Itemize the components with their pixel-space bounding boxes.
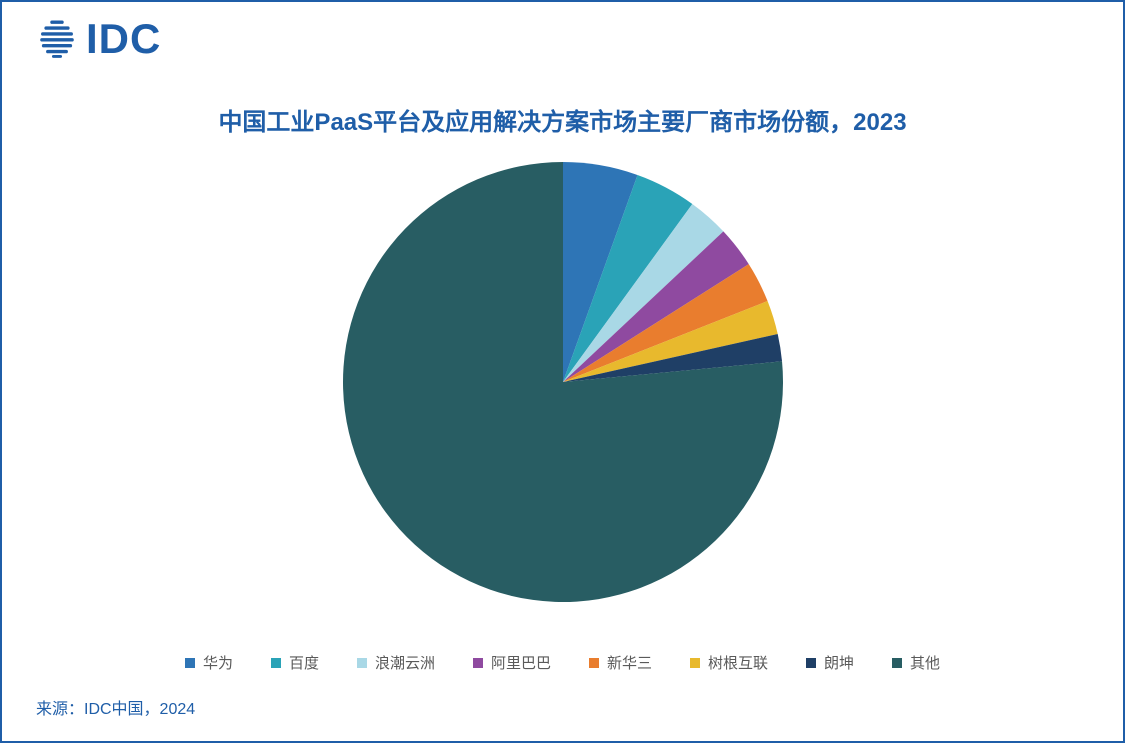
legend-swatch-icon: [357, 658, 367, 668]
legend-swatch-icon: [271, 658, 281, 668]
report-frame: IDC 中国工业PaaS平台及应用解决方案市场主要厂商市场份额，2023 华为 百…: [0, 0, 1125, 743]
idc-logo-text: IDC: [86, 18, 161, 60]
legend-label: 树根互联: [708, 652, 768, 673]
source-citation: 来源：IDC中国，2024: [36, 695, 195, 719]
chart-legend: 华为 百度 浪潮云洲 阿里巴巴 新华三 树根互联 朗坤 其他: [2, 652, 1123, 673]
legend-swatch-icon: [806, 658, 816, 668]
legend-item: 新华三: [589, 652, 652, 673]
legend-swatch-icon: [185, 658, 195, 668]
legend-item: 朗坤: [806, 652, 854, 673]
pie-chart-container: [2, 162, 1123, 602]
legend-item: 浪潮云洲: [357, 652, 435, 673]
legend-item: 阿里巴巴: [473, 652, 551, 673]
legend-label: 百度: [289, 652, 319, 673]
legend-label: 浪潮云洲: [375, 652, 435, 673]
idc-logo: IDC: [36, 18, 161, 60]
legend-swatch-icon: [690, 658, 700, 668]
legend-label: 新华三: [607, 652, 652, 673]
legend-swatch-icon: [892, 658, 902, 668]
legend-swatch-icon: [473, 658, 483, 668]
legend-item: 树根互联: [690, 652, 768, 673]
legend-label: 其他: [910, 652, 940, 673]
chart-title: 中国工业PaaS平台及应用解决方案市场主要厂商市场份额，2023: [2, 102, 1123, 137]
legend-item: 其他: [892, 652, 940, 673]
idc-logo-mark-icon: [36, 18, 78, 60]
legend-label: 阿里巴巴: [491, 652, 551, 673]
legend-item: 华为: [185, 652, 233, 673]
legend-swatch-icon: [589, 658, 599, 668]
legend-label: 朗坤: [824, 652, 854, 673]
legend-label: 华为: [203, 652, 233, 673]
pie-chart: [343, 162, 783, 602]
legend-item: 百度: [271, 652, 319, 673]
